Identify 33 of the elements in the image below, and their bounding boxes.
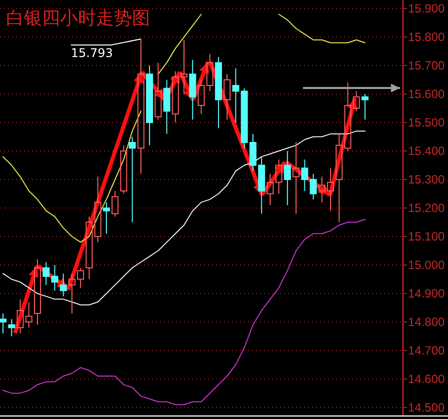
y-tick-label: 15.200 xyxy=(408,201,446,215)
y-tick-label: 15.800 xyxy=(408,30,446,44)
line-series xyxy=(2,218,366,406)
candlestick xyxy=(266,173,274,206)
candlestick xyxy=(34,258,41,326)
candlestick xyxy=(284,150,291,206)
annotation: 15.793 xyxy=(70,46,113,60)
y-tick-label: 15.500 xyxy=(408,116,446,130)
y-tick-label: 14.700 xyxy=(408,343,446,358)
y-tick-label: 15.300 xyxy=(408,172,446,187)
candlestick xyxy=(189,59,196,120)
y-tick-label: 15.100 xyxy=(408,229,446,244)
candlestick xyxy=(362,94,368,120)
text: 白银四小时走势图 xyxy=(6,8,150,29)
candlestick xyxy=(60,273,67,297)
candlestick xyxy=(336,133,343,223)
y-tick-label: 15.400 xyxy=(408,144,446,158)
y-tick-label: 15.600 xyxy=(408,87,446,102)
y-tick-label: 15.000 xyxy=(408,258,446,272)
candlestick xyxy=(232,68,240,124)
candlestick xyxy=(163,79,170,134)
y-tick-label: 14.900 xyxy=(408,286,446,300)
candlestick xyxy=(292,142,300,214)
candlestick xyxy=(16,298,24,334)
candlestick xyxy=(301,159,308,192)
y-tick-label: 14.600 xyxy=(408,372,446,386)
y-tick-label: 14.500 xyxy=(408,400,446,414)
y-tick-label: 14.800 xyxy=(408,314,446,329)
y-tick-label: 15.700 xyxy=(408,58,446,73)
candlestick xyxy=(146,65,154,146)
y-tick-label: 15.900 xyxy=(408,2,446,16)
candlestick xyxy=(224,74,231,120)
candlestick xyxy=(8,318,16,337)
